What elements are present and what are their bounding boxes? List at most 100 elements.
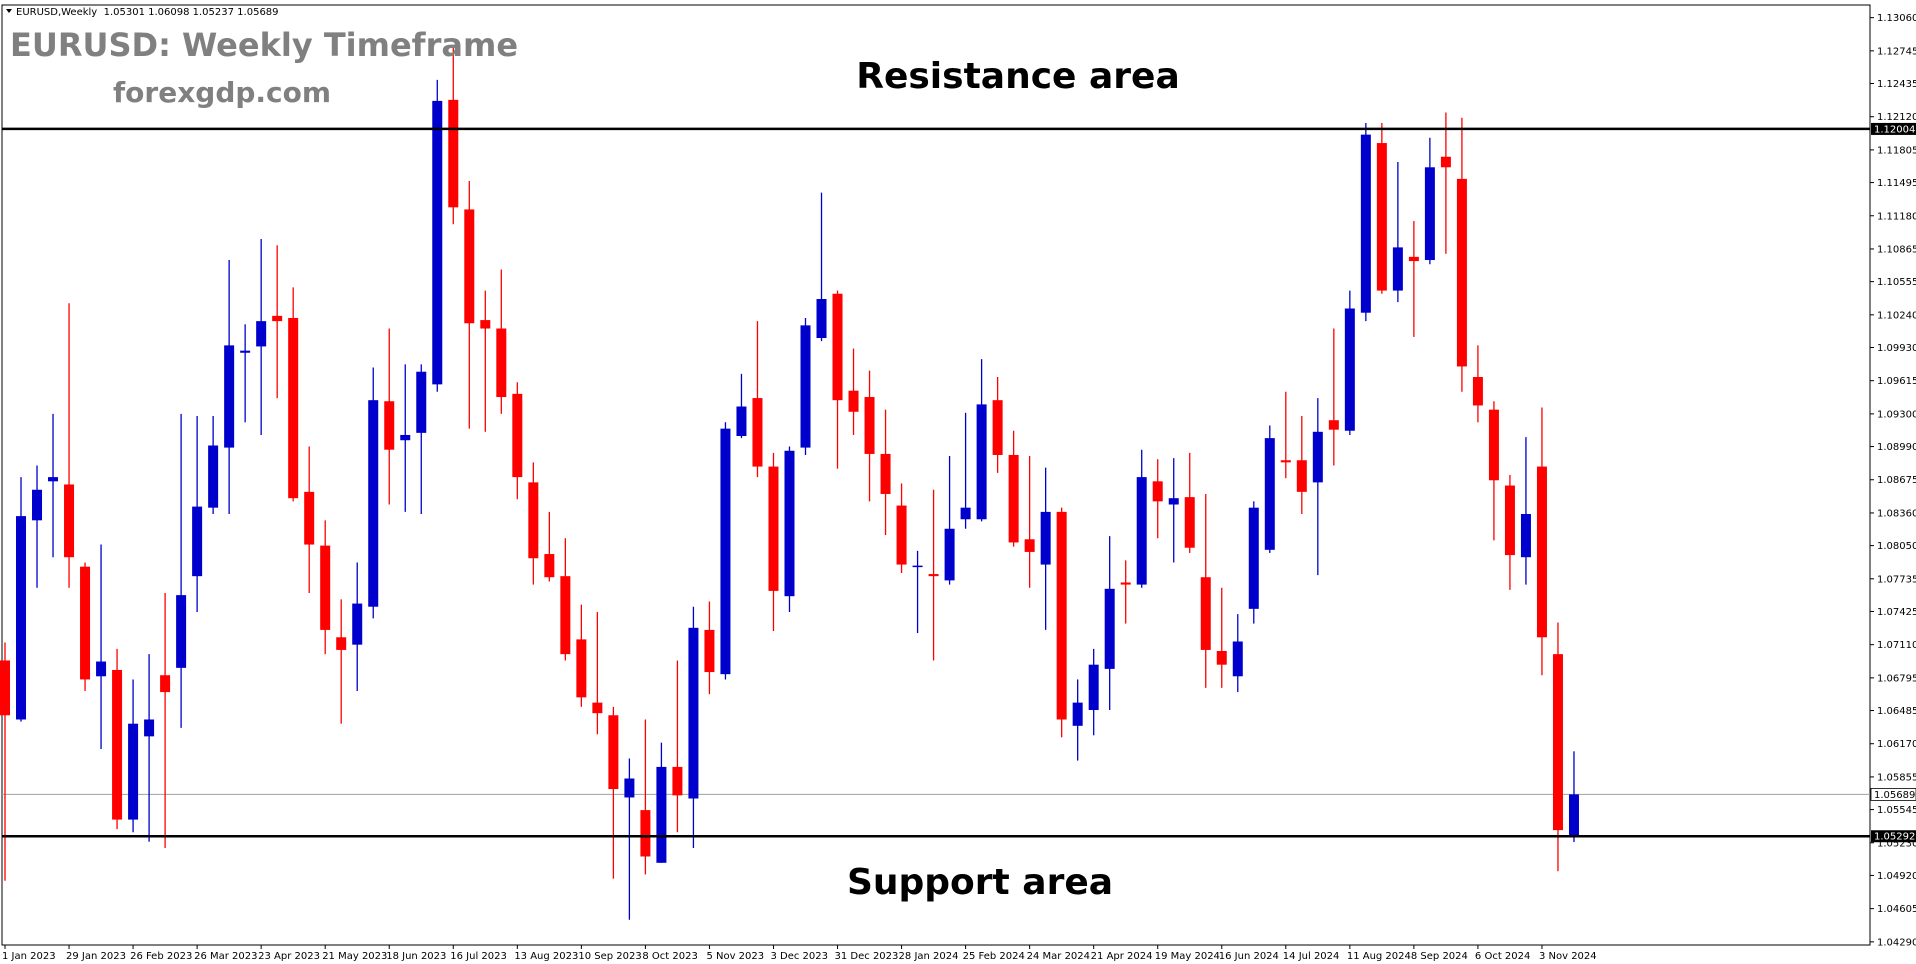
candle-body (560, 576, 571, 655)
y-tick-label: 1.06795 (1877, 673, 1916, 684)
y-tick-label: 1.08360 (1877, 508, 1916, 519)
y-tick-label: 1.08050 (1877, 541, 1916, 552)
y-tick-label: 1.05855 (1877, 772, 1916, 783)
candle-body (1280, 460, 1291, 463)
candle-body (0, 660, 10, 716)
level-label-box (1871, 830, 1916, 843)
candle-body (1152, 481, 1163, 502)
candle-body (880, 453, 891, 494)
annotation: Support area (847, 862, 1113, 903)
candle-body (928, 574, 939, 577)
y-tick-label: 1.10555 (1877, 277, 1916, 288)
candle-body (80, 566, 91, 680)
candle-body (1296, 460, 1307, 492)
candle-body (512, 393, 523, 478)
level-label: 1.12004 (1874, 124, 1915, 135)
y-tick-label: 1.11180 (1877, 211, 1916, 222)
candle-body (320, 545, 331, 630)
chart-subtitle: forexgdp.com (113, 76, 331, 109)
candle-body (144, 719, 155, 737)
annotation: Resistance area (856, 56, 1180, 97)
x-tick-label: 1 Jan 2023 (2, 951, 56, 962)
candle-body (944, 528, 955, 581)
y-tick-label: 1.04920 (1877, 871, 1916, 882)
y-tick-label: 1.11495 (1877, 178, 1916, 189)
candle-body (864, 397, 875, 454)
x-tick-label: 28 Jan 2024 (899, 951, 959, 962)
x-tick-label: 11 Aug 2024 (1347, 951, 1411, 962)
candle-body (1456, 178, 1467, 367)
y-tick-label: 1.11805 (1877, 145, 1916, 156)
y-tick-label: 1.09300 (1877, 409, 1916, 420)
candle-body (400, 434, 411, 441)
candle-body (32, 489, 43, 521)
level-label: 1.05292 (1874, 832, 1915, 843)
x-tick-label: 16 Jun 2024 (1219, 951, 1279, 962)
candle-body (64, 484, 75, 558)
x-tick-label: 16 Jul 2023 (450, 951, 507, 962)
candle-body (224, 345, 235, 448)
candle-body (1344, 308, 1355, 431)
x-tick-label: 5 Nov 2023 (706, 951, 764, 962)
price-label-box (1870, 788, 1916, 801)
candle-body (1328, 420, 1339, 430)
candle-body (1408, 256, 1419, 262)
candle-body (1376, 143, 1387, 291)
candle-body (672, 766, 683, 796)
candle-body (1392, 247, 1403, 291)
y-tick-label: 1.10865 (1877, 244, 1916, 255)
x-tick-label: 25 Feb 2024 (963, 951, 1025, 962)
chart-header: EURUSD,Weekly 1.05301 1.06098 1.05237 1.… (16, 7, 279, 18)
candle-body (1264, 438, 1275, 550)
y-tick-label: 1.08675 (1877, 475, 1916, 486)
candle-body (544, 554, 555, 578)
x-tick-label: 26 Feb 2023 (130, 951, 192, 962)
x-tick-label: 3 Nov 2024 (1539, 951, 1597, 962)
y-tick-label: 1.08990 (1877, 442, 1916, 453)
chart-title: EURUSD: Weekly Timeframe (10, 26, 518, 64)
x-tick-label: 23 Apr 2023 (258, 951, 320, 962)
candle-body (272, 315, 283, 322)
candle-body (784, 450, 795, 597)
x-tick-label: 29 Jan 2023 (66, 951, 126, 962)
candle-body (1008, 454, 1019, 543)
candle-body (656, 766, 667, 863)
y-tick-label: 1.09930 (1877, 343, 1916, 354)
candle-body (960, 507, 971, 520)
candle-body (1136, 477, 1147, 585)
candle-body (288, 317, 299, 499)
candle-body (352, 603, 363, 645)
y-tick-label: 1.07110 (1877, 640, 1916, 651)
candle-body (384, 401, 395, 450)
candle-body (1360, 134, 1371, 313)
candle-body (992, 400, 1003, 455)
y-tick-label: 1.05230 (1877, 838, 1916, 849)
candle-body (192, 506, 203, 577)
candle-body (720, 428, 731, 675)
candle-body (480, 320, 491, 329)
candle-body (704, 629, 715, 673)
candle-body (832, 293, 843, 401)
candle-body (624, 778, 635, 798)
x-tick-label: 31 Dec 2023 (835, 951, 899, 962)
x-tick-label: 19 May 2024 (1155, 951, 1220, 962)
candle-body (368, 400, 379, 607)
x-tick-label: 10 Sep 2023 (578, 951, 641, 962)
candle-body (896, 505, 907, 565)
candle-body (304, 491, 315, 545)
y-tick-label: 1.06485 (1877, 706, 1916, 717)
y-tick-label: 1.12435 (1877, 79, 1916, 90)
y-tick-label: 1.05545 (1877, 805, 1916, 816)
candle-body (1232, 641, 1243, 677)
candle-body (688, 627, 699, 799)
candle-body (736, 406, 747, 437)
header-arrow (6, 9, 12, 13)
candle-body (416, 371, 427, 433)
candle-body (1520, 513, 1531, 558)
y-tick-label: 1.04605 (1877, 904, 1916, 915)
candle-body (576, 639, 587, 698)
candle-body (16, 516, 27, 720)
x-tick-label: 26 Mar 2023 (194, 951, 257, 962)
candle-body (448, 99, 459, 208)
